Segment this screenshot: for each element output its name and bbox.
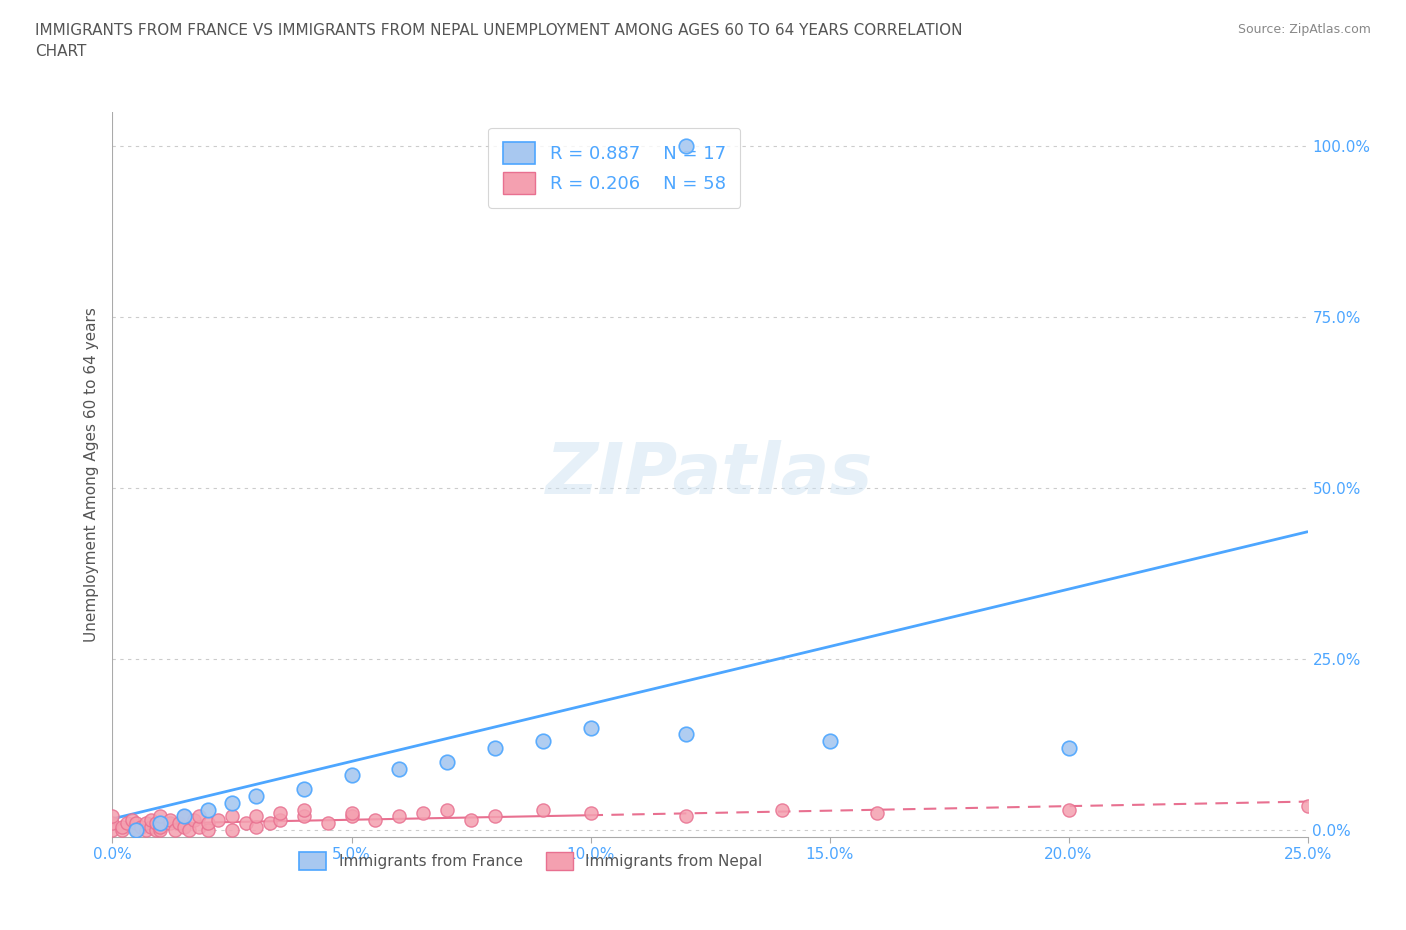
Point <box>111 819 134 834</box>
Point <box>340 809 363 824</box>
Point <box>177 823 200 838</box>
Point <box>145 816 167 830</box>
Point <box>412 805 434 820</box>
Point <box>125 823 148 838</box>
Point <box>121 813 143 828</box>
Point <box>675 727 697 742</box>
Point <box>770 803 793 817</box>
Point <box>292 809 315 824</box>
Point <box>173 809 195 824</box>
Point <box>159 813 181 828</box>
Point <box>818 734 841 749</box>
Point <box>101 809 124 824</box>
Point <box>207 813 229 828</box>
Point <box>866 805 889 820</box>
Point <box>221 809 243 824</box>
Point <box>135 816 157 830</box>
Point <box>245 819 267 834</box>
Point <box>340 768 363 783</box>
Point <box>531 803 554 817</box>
Point <box>436 754 458 769</box>
Point <box>292 781 315 796</box>
Text: IMMIGRANTS FROM FRANCE VS IMMIGRANTS FROM NEPAL UNEMPLOYMENT AMONG AGES 60 TO 64: IMMIGRANTS FROM FRANCE VS IMMIGRANTS FRO… <box>35 23 963 60</box>
Point <box>197 823 219 838</box>
Point <box>187 809 209 824</box>
Point <box>197 816 219 830</box>
Point <box>169 816 191 830</box>
Point <box>1296 799 1319 814</box>
Point <box>163 823 186 838</box>
Point <box>149 816 172 830</box>
Point <box>115 816 138 830</box>
Legend: Immigrants from France, Immigrants from Nepal: Immigrants from France, Immigrants from … <box>292 845 769 876</box>
Point <box>111 823 134 838</box>
Point <box>135 823 157 838</box>
Point <box>316 816 339 830</box>
Point <box>125 816 148 830</box>
Point <box>388 761 411 776</box>
Point <box>1057 803 1080 817</box>
Point <box>129 819 152 834</box>
Point <box>388 809 411 824</box>
Point <box>173 809 195 824</box>
Point <box>149 819 172 834</box>
Point <box>183 813 205 828</box>
Point <box>484 809 506 824</box>
Point <box>173 819 195 834</box>
Point <box>675 139 697 153</box>
Point <box>101 816 124 830</box>
Point <box>579 805 602 820</box>
Point <box>1057 740 1080 755</box>
Point <box>340 805 363 820</box>
Point <box>269 805 291 820</box>
Point <box>139 819 162 834</box>
Point <box>245 809 267 824</box>
Point <box>139 813 162 828</box>
Point <box>579 720 602 735</box>
Point <box>125 823 148 838</box>
Point <box>531 734 554 749</box>
Point <box>149 809 172 824</box>
Point <box>269 813 291 828</box>
Point <box>187 819 209 834</box>
Point <box>221 795 243 810</box>
Text: Source: ZipAtlas.com: Source: ZipAtlas.com <box>1237 23 1371 36</box>
Point <box>484 740 506 755</box>
Point <box>460 813 482 828</box>
Point <box>235 816 257 830</box>
Point <box>292 803 315 817</box>
Point <box>221 823 243 838</box>
Point <box>364 813 387 828</box>
Point <box>101 823 124 838</box>
Point <box>197 803 219 817</box>
Text: ZIPatlas: ZIPatlas <box>547 440 873 509</box>
Point <box>149 823 172 838</box>
Point <box>259 816 281 830</box>
Point <box>145 823 167 838</box>
Point <box>159 816 181 830</box>
Point <box>675 809 697 824</box>
Y-axis label: Unemployment Among Ages 60 to 64 years: Unemployment Among Ages 60 to 64 years <box>83 307 98 642</box>
Point <box>245 789 267 804</box>
Point <box>436 803 458 817</box>
